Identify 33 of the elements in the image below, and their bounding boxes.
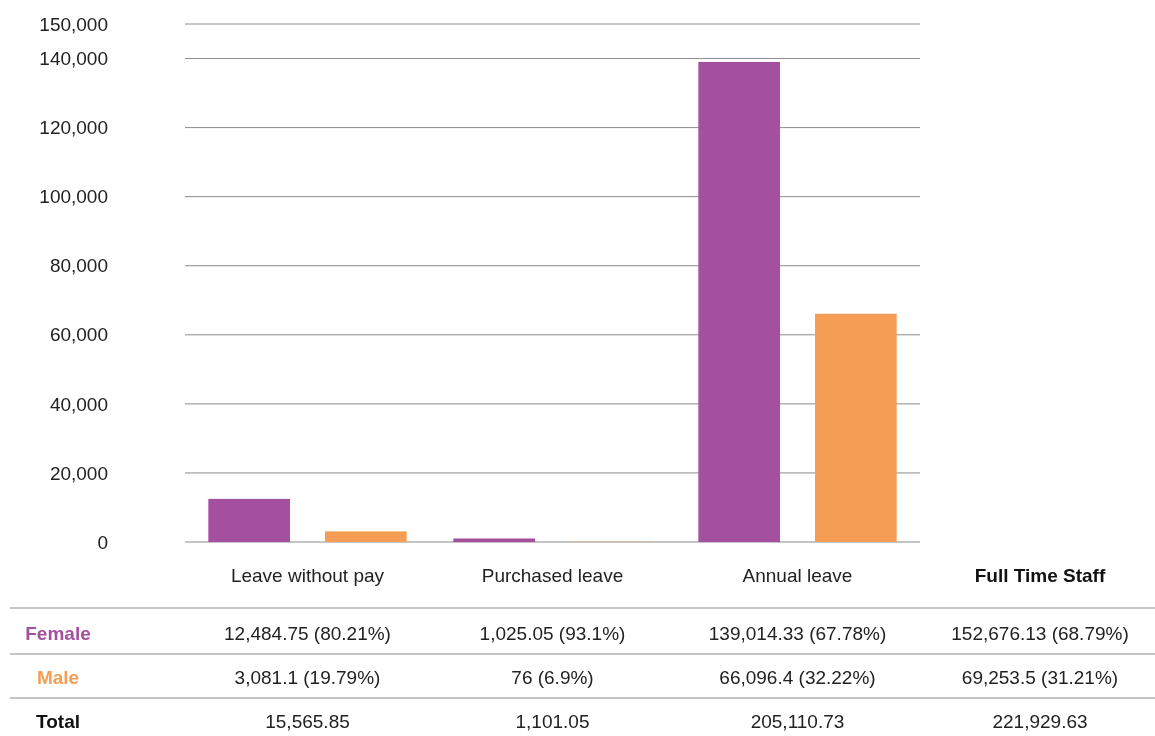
text: Total xyxy=(36,710,80,732)
text: 69,253.5 (31.21%) xyxy=(961,666,1119,688)
bar xyxy=(208,498,290,542)
data-label: 76 (6.9%) xyxy=(511,666,594,688)
y-tick-label: 20,000 xyxy=(49,462,108,484)
text: Male xyxy=(36,666,80,688)
text: 1,101.05 xyxy=(515,710,590,732)
data-label: 3,081.1 (19.79%) xyxy=(234,666,381,688)
text: 15,565.85 xyxy=(265,710,350,732)
x-tick-label: Annual leave xyxy=(742,565,853,586)
y-tick-label: 140,000 xyxy=(39,48,108,70)
y-tick-label: 120,000 xyxy=(39,117,108,139)
text: Full Time Staff xyxy=(974,565,1106,586)
y-tick-label: 100,000 xyxy=(39,186,108,208)
data-label: 66,096.4 (32.22%) xyxy=(719,666,876,688)
text: 221,929.63 xyxy=(992,710,1088,732)
text: 205,110.73 xyxy=(750,710,845,732)
y-tick-label: 60,000 xyxy=(49,324,108,346)
data-label: 139,014.33 (67.78%) xyxy=(708,622,887,644)
x-tick-label: Leave without pay xyxy=(230,565,385,586)
text: Female xyxy=(25,622,91,644)
y-tick-label: 150,000 xyxy=(39,13,108,35)
y-tick-label: 0 xyxy=(97,531,108,553)
text: 152,676.13 (68.79%) xyxy=(951,622,1129,644)
bar xyxy=(453,538,535,542)
bar xyxy=(698,61,780,542)
y-tick-label: 80,000 xyxy=(49,255,108,277)
bar xyxy=(325,531,407,542)
data-label: 1,025.05 (93.1%) xyxy=(479,622,626,644)
bar xyxy=(815,313,897,542)
x-tick-label: Purchased leave xyxy=(481,565,624,586)
y-tick-label: 40,000 xyxy=(49,393,108,415)
data-label: 12,484.75 (80.21%) xyxy=(224,622,391,644)
